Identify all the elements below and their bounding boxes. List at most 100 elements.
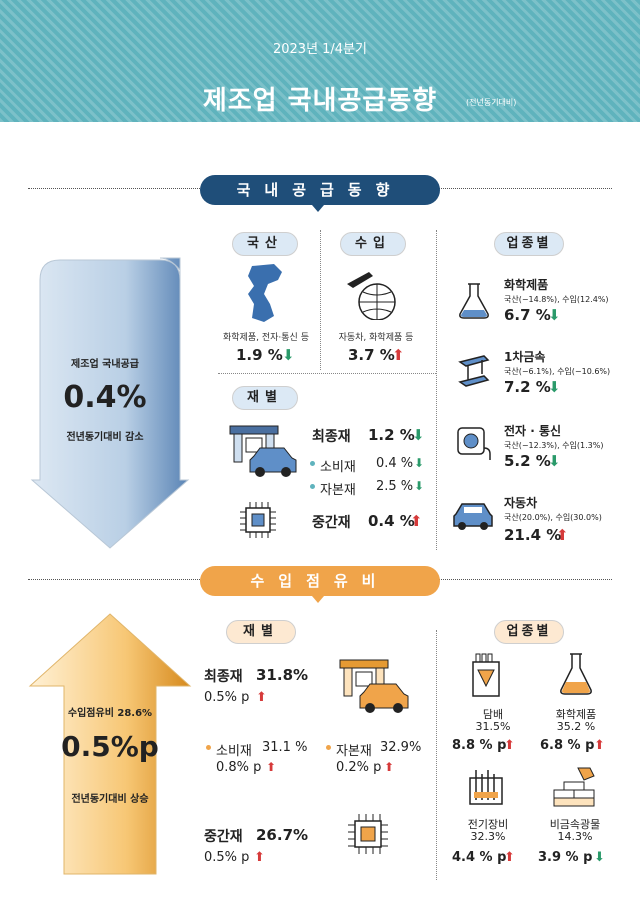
industry-change: 3.9 % p [538,850,593,865]
down-arrow-icon: ⬇ [282,346,295,364]
section-banner-imports: 수입점유비 [200,566,440,596]
imports-intermediate-label: 중간재 [204,829,243,845]
chip-icon [348,814,388,854]
supply-intermediate-value: 0.4 % [368,512,415,530]
imports-intermediate-share: 26.7% [256,826,309,844]
industry-value: 5.2 % [504,452,551,470]
imports-final-change: 0.5% p [204,690,250,705]
chip-icon [240,502,276,538]
steel-beam-icon [458,355,490,387]
imports-final-label: 최종재 [204,669,243,685]
industry-name: 비금속광물 [549,818,601,831]
bullet [310,484,315,489]
supply-arrow-label: 제조업 국내공급 [71,359,139,370]
industry-name: 자동차 [504,496,538,510]
industry-share: 35.2 % [556,720,596,733]
divider [218,373,436,374]
domestic-desc: 화학제품, 전자·통신 등 [223,333,309,343]
industry-detail: 국산(20.0%), 수입(30.0%) [504,513,602,522]
tag-goods: 재별 [226,620,296,644]
tag-goods: 재별 [232,386,298,410]
domestic-value: 1.9 % [236,346,283,364]
header-subtitle: (전년동기대비) [466,98,517,107]
industry-name: 화학제품 [504,278,549,292]
up-arrow-icon: ⬆ [254,850,265,865]
imports-final-share: 31.8% [256,666,309,684]
supply-arrow-value: 0.4% [63,380,147,415]
industry-value: 6.7 % [504,306,551,324]
imports-consumer-change: 0.8% p [216,760,262,775]
bullet [206,745,211,750]
flask-icon [560,653,592,695]
factory-car-icon [339,659,409,713]
import-value: 3.7 % [348,346,395,364]
industry-detail: 국산(−12.3%), 수입(1.3%) [504,441,604,450]
banner-pointer [312,205,324,212]
industry-change: 8.8 % p [452,738,507,753]
industry-value: 7.2 % [504,378,551,396]
imports-arrow-label: 수입점유비 28.6% [67,708,153,719]
power-outlet-icon [457,427,491,460]
imports-intermediate-change: 0.5% p [204,850,250,865]
page-title: 제조업 국내공급동향 [202,86,438,116]
import-desc: 자동차, 화학제품 등 [338,333,414,343]
up-arrow-icon: ⬆ [556,526,569,544]
supply-final-label: 최종재 [312,429,351,445]
industry-change: 4.4 % p [452,850,507,865]
banner-pointer [312,596,324,603]
up-arrow-icon: ⬆ [384,760,395,774]
industry-change: 6.8 % p [540,738,595,753]
imports-arrow-value: 0.5%p [61,730,159,763]
industry-name: 1차금속 [504,350,546,364]
industry-share: 14.3% [557,830,593,843]
supply-intermediate-label: 중간재 [312,515,351,531]
industry-detail: 국산(−6.1%), 수입(−10.6%) [504,367,611,376]
industry-value: 21.4 % [504,526,562,544]
supply-final-value: 1.2 % [368,426,415,444]
up-arrow-icon: ⬆ [266,760,277,774]
down-arrow-icon: ⬇ [414,479,425,493]
divider [436,230,437,550]
imports-capital-label: 자본재 [336,744,372,759]
bullet [310,461,315,466]
factory-car-icon [229,425,297,477]
supply-capital-value: 2.5 % [376,479,414,494]
divider [436,630,437,880]
down-arrow-icon: ⬇ [548,378,561,396]
imports-capital-share: 32.9% [380,740,422,755]
industry-share: 31.5% [475,720,511,733]
cigarette-pack-icon [472,653,500,697]
electrical-equipment-icon [469,770,503,805]
up-arrow-icon: ⬆ [410,512,423,530]
import-up-arrow-icon [28,613,192,875]
down-arrow-icon: ⬇ [412,426,425,444]
industry-share: 32.3% [470,830,506,843]
imports-arrow-note: 전년동기대비 상승 [71,794,149,805]
section-banner-supply: 국내공급동향 [200,175,440,205]
bricks-icon [553,767,595,807]
header-year: 2023년 1/4분기 [272,42,368,57]
tag-industry: 업종별 [494,232,564,256]
header-banner: 2023년 1/4분기 제조업 국내공급동향 (전년동기대비) [0,0,640,122]
up-arrow-icon: ⬆ [594,738,605,753]
down-arrow-icon: ⬇ [548,452,561,470]
imports-capital-change: 0.2% p [336,760,382,775]
up-arrow-icon: ⬆ [392,346,405,364]
imports-consumer-label: 소비재 [216,744,252,759]
industry-name: 담배 [482,708,504,721]
supply-arrow-note: 전년동기대비 감소 [66,432,144,443]
flask-icon [459,283,489,319]
tag-import: 수입 [340,232,406,256]
up-arrow-icon: ⬆ [504,738,515,753]
tag-domestic: 국산 [232,232,298,256]
down-arrow-icon: ⬇ [548,306,561,324]
supply-consumer-value: 0.4 % [376,456,414,471]
korea-map-icon [248,264,282,322]
car-icon [453,503,493,530]
up-arrow-icon: ⬆ [504,850,515,865]
industry-name: 전자 · 통신 [504,424,562,438]
supply-down-arrow-icon [30,257,190,549]
imports-consumer-share: 31.1 % [262,740,308,755]
tag-industry: 업종별 [494,620,564,644]
divider [320,230,321,370]
